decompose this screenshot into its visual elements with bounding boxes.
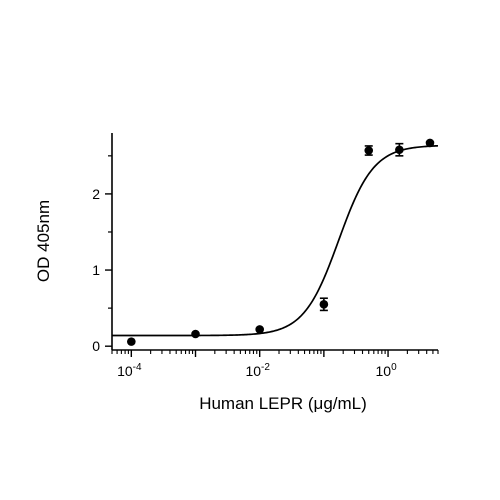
data-point bbox=[425, 138, 435, 148]
data-point bbox=[191, 329, 200, 339]
labels-layer: Human LEPR (μg/mL) OD 405nm bbox=[34, 200, 367, 413]
x-axis-title: Human LEPR (μg/mL) bbox=[199, 394, 367, 413]
x-tick-label: 100 bbox=[375, 362, 397, 379]
x-tick-label: 10-2 bbox=[245, 362, 270, 379]
x-tick-label: 10-4 bbox=[117, 362, 142, 379]
y-tick-label: 2 bbox=[92, 186, 100, 202]
fit-curve bbox=[112, 144, 439, 337]
data-point bbox=[319, 300, 329, 309]
y-axis-title: OD 405nm bbox=[34, 200, 53, 282]
y-tick-label: 0 bbox=[92, 338, 100, 354]
data-point bbox=[127, 337, 136, 346]
axes-layer: 0 1 2 10-4 10-2 100 bbox=[92, 133, 439, 379]
points-layer bbox=[127, 138, 435, 346]
data-point bbox=[255, 325, 264, 334]
fit-layer bbox=[112, 144, 439, 337]
data-point bbox=[364, 146, 374, 155]
y-tick-label: 1 bbox=[92, 262, 100, 278]
data-point bbox=[395, 145, 404, 155]
